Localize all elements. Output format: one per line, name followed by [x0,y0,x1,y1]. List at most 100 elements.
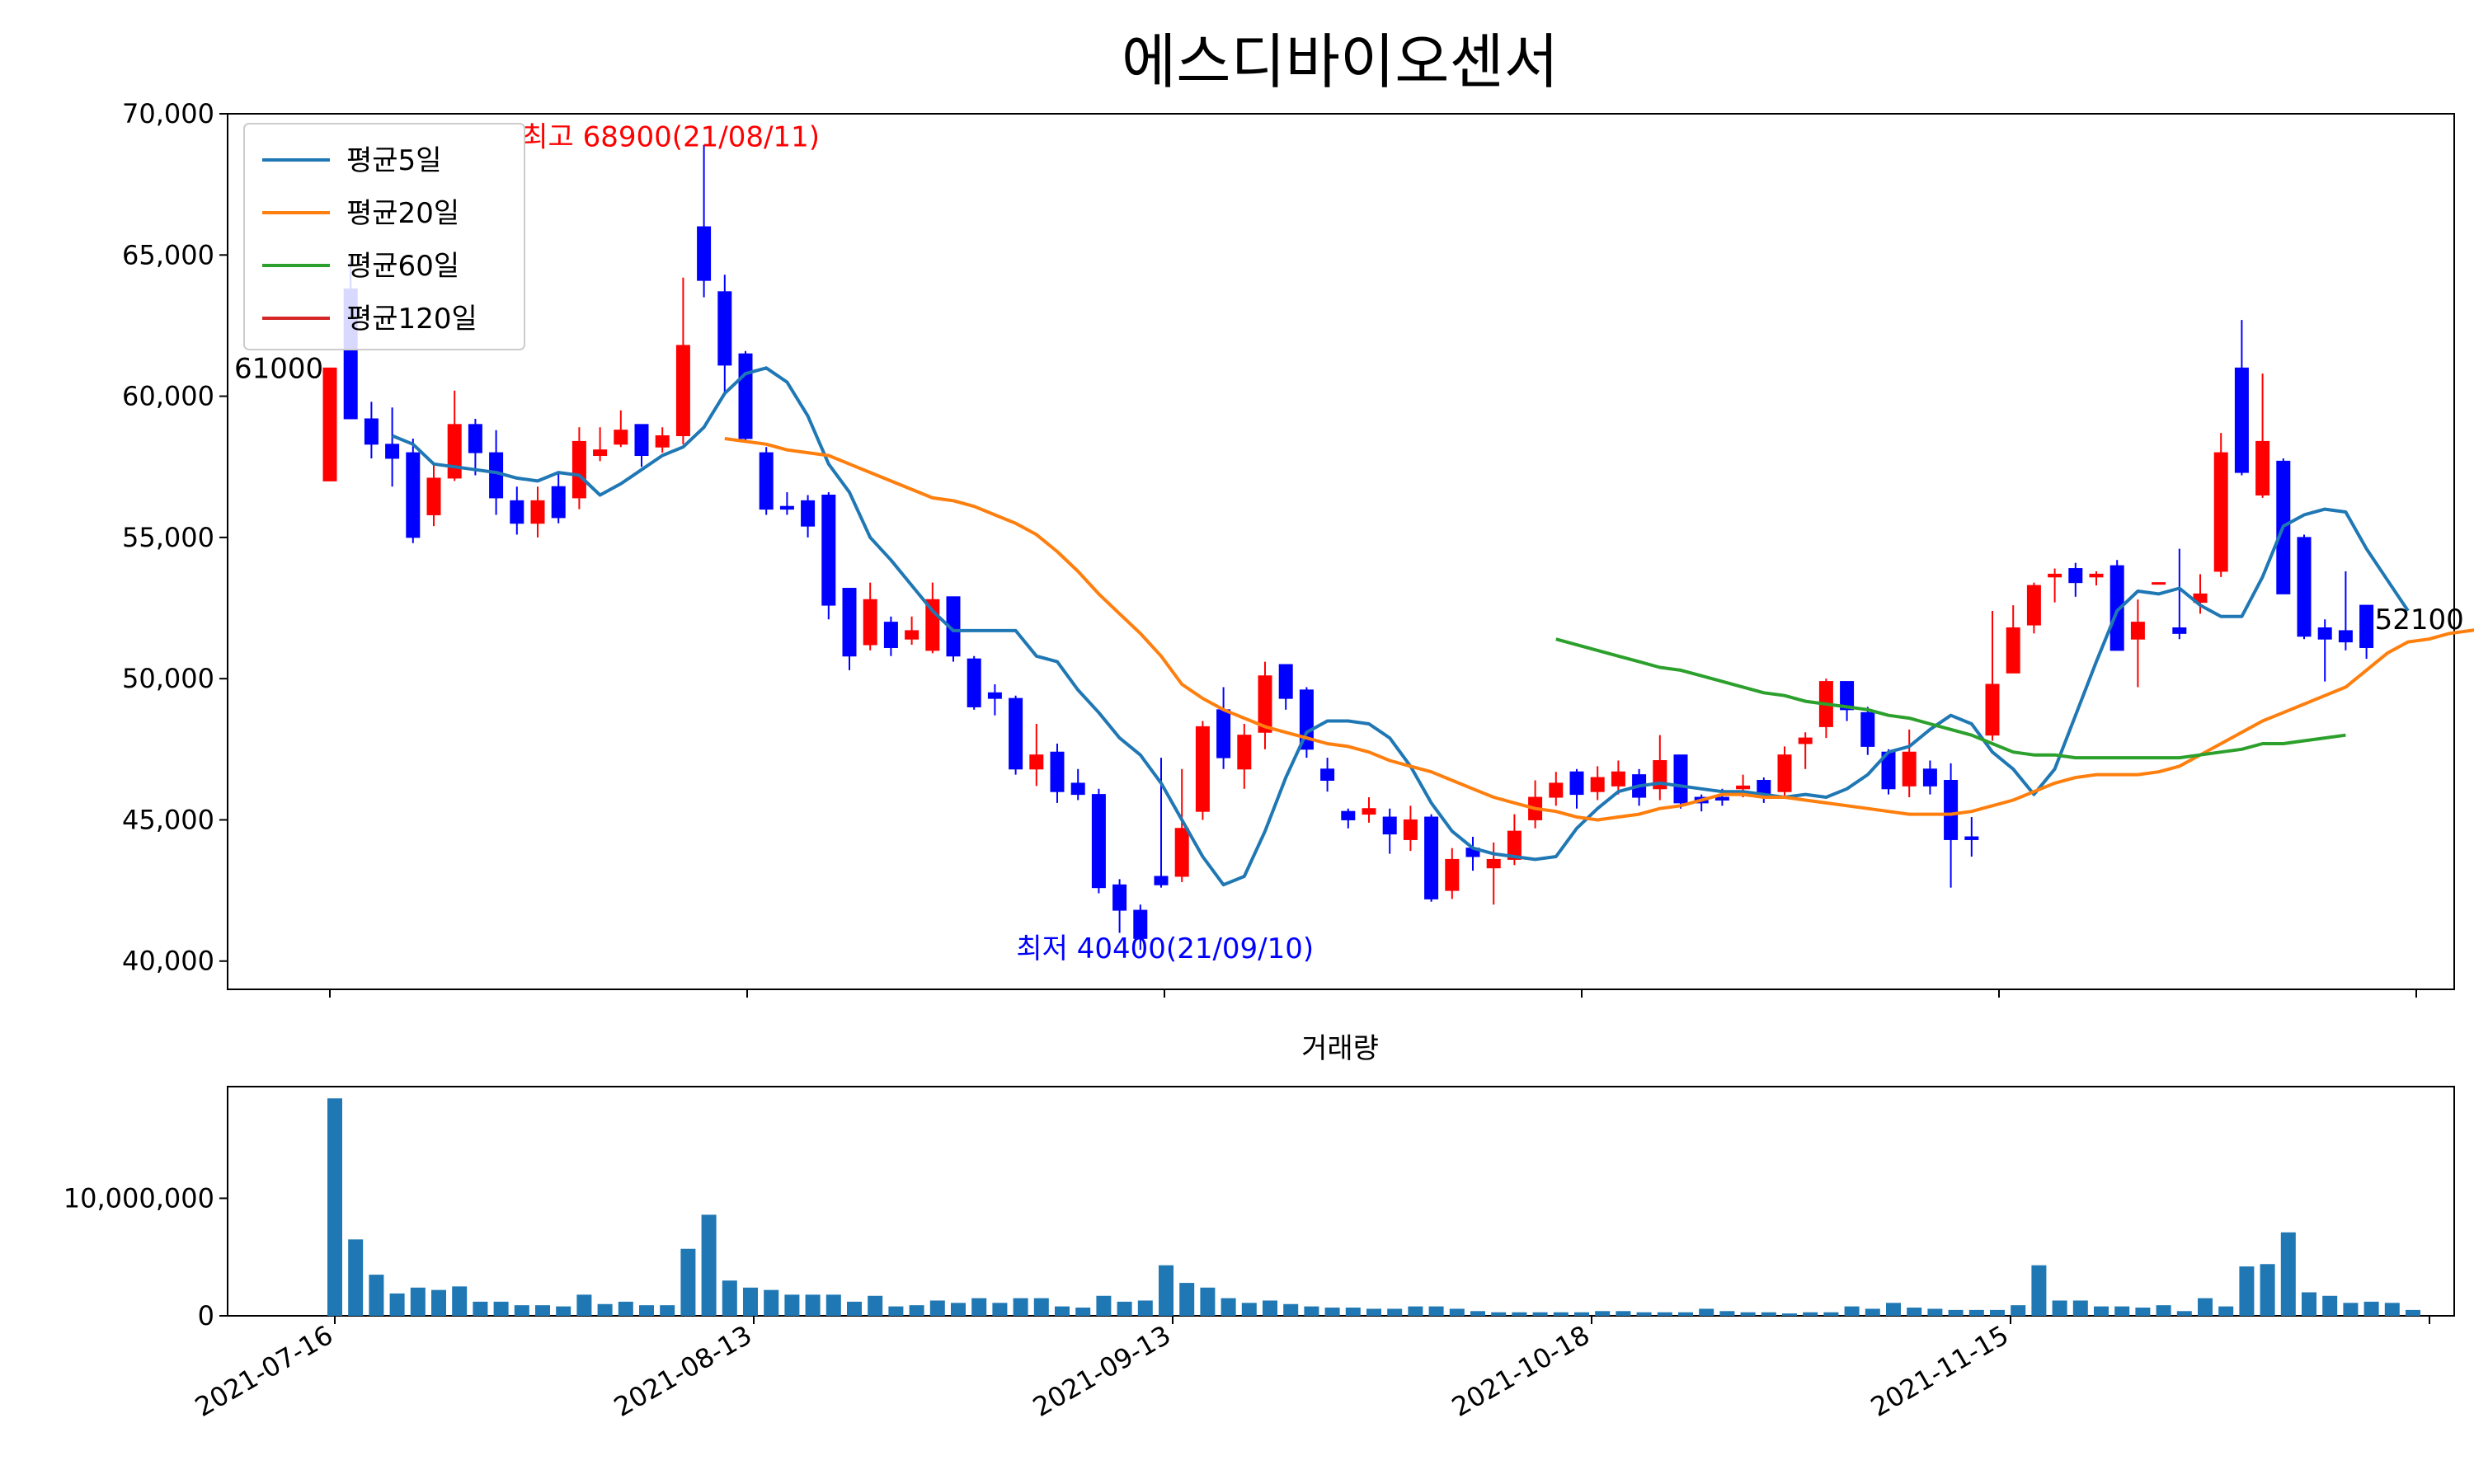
volume-bar [2114,1306,2130,1316]
candle-body [821,494,836,606]
candle-body [2068,568,2083,584]
candle-body [1133,909,1148,939]
candle-body [1902,751,1917,787]
volume-bar [1782,1313,1797,1316]
legend-label-2: 평균20일 [346,197,459,230]
volume-bar [2343,1303,2359,1316]
volume-bar [1699,1308,1714,1316]
volume-bar [2052,1300,2067,1316]
volume-bar [1927,1308,1943,1316]
candle-body [1174,828,1189,877]
volume-bar [1387,1308,1403,1316]
candle-body [426,477,441,515]
candle-body [842,588,857,657]
price-y-tick-label: 70,000 [122,98,214,129]
price-chart: 40,000 45,000 50,000 55,000 60,000 65,000 70,0… [122,98,2474,998]
volume-bar [2011,1305,2026,1316]
volume-bar [493,1301,509,1316]
candle-body [1798,737,1813,744]
candle-body [1653,760,1667,790]
volume-bar [1033,1298,1049,1316]
candle-body [1486,858,1501,869]
volume-bar [784,1294,800,1316]
volume-bar [1491,1312,1507,1316]
volume-bar [556,1306,571,1316]
volume-bar [2031,1265,2047,1316]
volume-bar [473,1301,488,1316]
volume-bar [722,1280,737,1316]
volume-bar [1179,1283,1195,1316]
volume-bar [743,1287,758,1316]
candle-body [1922,768,1937,787]
volume-bar [1886,1303,1901,1316]
volume-bar [1345,1308,1361,1316]
volume-bar [1449,1308,1465,1316]
candle-body [2130,622,2145,640]
high-annotation: 최고 68900(21/08/11) [522,121,820,154]
volume-bar [2176,1311,2192,1316]
candle-body [1341,810,1356,820]
candle-body [1216,709,1231,758]
volume-bar [1616,1311,1631,1316]
volume-bar [680,1248,696,1316]
chart-title: 에스디바이오센서 [1122,27,1559,96]
candle-body [2213,452,2228,572]
candle-body [2338,630,2353,643]
volume-bar [909,1305,924,1316]
candle-body [1714,796,1729,801]
volume-bar [1865,1308,1880,1316]
candle-body [1673,754,1688,804]
price-y-tick-label: 40,000 [122,946,214,977]
legend-label-4: 평균120일 [346,303,477,336]
candle-body [447,424,462,479]
candle-body [571,440,586,499]
candle-body [551,486,566,519]
candle-body [1777,754,1792,792]
legend-box [243,123,525,350]
candle-body [614,430,628,445]
candle-body [1237,735,1252,770]
candle-body [987,692,1002,699]
volume-bar [410,1287,426,1316]
volume-x-tick-label: 2021-08-13 [609,1319,757,1423]
volume-bar [2384,1303,2400,1316]
candle-body [1964,836,1979,840]
candle-body [655,435,670,448]
candle-body [530,500,545,524]
volume-bar [929,1300,945,1316]
volume-bar [1553,1312,1569,1316]
volume-x-tick-label: 2021-10-18 [1446,1319,1595,1423]
volume-bar [2218,1306,2234,1316]
candle-body [1611,771,1625,787]
candle-body [2048,573,2062,578]
candle-body [593,449,608,457]
volume-bar [1241,1303,1257,1316]
volume-bar [452,1286,468,1316]
volume-bar [1803,1312,1818,1316]
candle-body [1362,808,1376,815]
volume-bar [431,1289,446,1316]
volume-bar [1907,1308,1922,1316]
candle-body [1985,683,2000,736]
volume-bar [1096,1295,1112,1316]
candle-body [2089,573,2104,578]
candle-body [1070,782,1085,796]
candle-body [1590,777,1605,792]
volume-bar [1013,1298,1028,1316]
price-y-tick-label: 65,000 [122,239,214,270]
candle-body [1320,768,1335,781]
volume-bar [618,1301,633,1316]
volume-bar [1636,1312,1652,1316]
volume-bar [847,1301,862,1316]
ma-line-3 [1555,637,2346,760]
volume-bar [2094,1306,2109,1316]
volume-bar [888,1306,904,1316]
ma-line-2 [724,437,2474,822]
volume-bar [1678,1312,1693,1316]
volume-bar [2239,1266,2255,1316]
volume-bar [1968,1309,1984,1316]
candle-body [1944,779,1959,840]
volume-bar [2302,1292,2316,1316]
volume-bar [2363,1301,2379,1316]
volume-bar [576,1294,592,1316]
